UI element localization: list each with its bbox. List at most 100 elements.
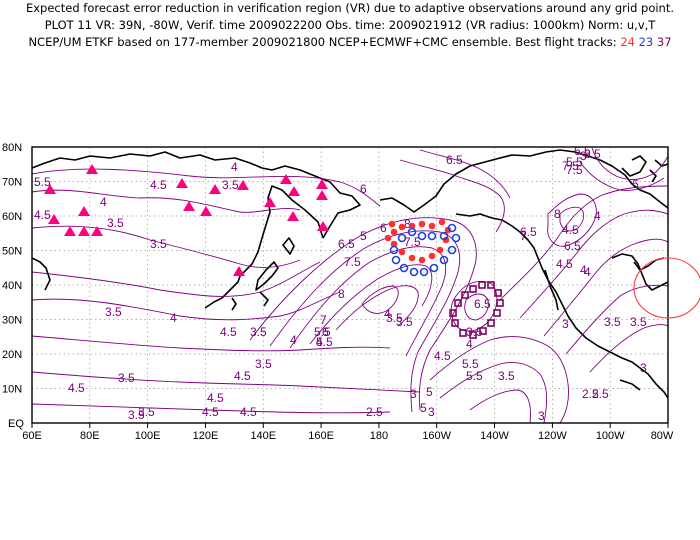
contour-label: 4.5	[68, 381, 85, 395]
contour-label: 4	[231, 160, 238, 174]
track-point	[496, 299, 504, 307]
contour-label: 3	[580, 149, 587, 163]
latitude-labels: 80N 70N 60N 50N 40N 30N 20N 10N EQ	[2, 142, 24, 430]
observation-site-triangles	[44, 164, 329, 276]
triangle-marker	[91, 226, 103, 236]
track-point	[399, 263, 409, 273]
contour-label: 3.5	[396, 315, 413, 329]
contour-label: 6	[632, 177, 639, 191]
triangle-marker	[317, 221, 329, 231]
triangle-marker	[64, 226, 76, 236]
lat-label: EQ	[8, 418, 24, 430]
lat-label: 40N	[2, 280, 22, 292]
lat-label: 50N	[2, 246, 22, 258]
contour-label: 2.5	[582, 387, 599, 401]
triangle-marker	[44, 184, 56, 194]
contour-label: 7.5	[344, 255, 361, 269]
lon-label: 140W	[480, 430, 509, 442]
contour-label: 3	[640, 361, 647, 375]
contour-label: 4.5	[207, 391, 224, 405]
lon-label: 140E	[250, 430, 276, 442]
track-point	[409, 267, 419, 277]
lon-label: 120W	[538, 430, 567, 442]
track-point	[407, 227, 417, 237]
track-point	[444, 226, 452, 234]
track-point	[398, 248, 406, 256]
track-point	[449, 309, 457, 317]
contour-label: 6.5	[446, 153, 463, 167]
track-point	[419, 267, 429, 277]
track-point	[428, 252, 436, 260]
contour-label: 4	[466, 337, 473, 351]
contour-label: 4.5	[234, 369, 251, 383]
lon-label: 100E	[135, 430, 161, 442]
contour-label: 3	[538, 409, 545, 423]
contour-label: 4.5	[240, 405, 257, 419]
track-point	[494, 289, 502, 297]
contour-label: 4.5	[202, 405, 219, 419]
track-point	[493, 309, 501, 317]
track-point	[439, 231, 449, 241]
triangle-marker	[237, 180, 249, 190]
contour-label: 4.5	[220, 325, 237, 339]
contour-label: 7	[520, 229, 527, 243]
title-line-3: NCEP/UM ETKF based on 177-member 2009021…	[0, 34, 700, 51]
contour-label: 4.5	[562, 223, 579, 237]
track-point	[418, 220, 426, 228]
contour-label: 5.5	[566, 155, 583, 169]
track-point	[454, 299, 462, 307]
track-point	[429, 263, 439, 273]
triangle-marker	[287, 211, 299, 221]
triangle-marker	[48, 214, 60, 224]
triangle-marker	[264, 197, 276, 207]
track-point	[451, 319, 459, 327]
contour-label: 3.5	[604, 315, 621, 329]
track-point	[397, 233, 407, 243]
contour-label: 3	[410, 387, 417, 401]
contour-label: 3.5	[498, 369, 515, 383]
contour-label: 4.5	[434, 349, 451, 363]
track-point	[388, 220, 396, 228]
lon-label: 80W	[651, 430, 674, 442]
contour-label: 4	[594, 209, 601, 223]
lat-label: 80N	[2, 142, 22, 154]
contour-label: 2.5	[366, 405, 383, 419]
track-point	[469, 285, 477, 293]
track-point	[428, 222, 436, 230]
contour-label: 7.5	[562, 159, 579, 173]
contour-label: 3.5	[222, 178, 239, 192]
contour-label: 7.5	[404, 235, 421, 249]
contour-label: 6.5	[574, 144, 591, 158]
track-point	[442, 236, 450, 244]
track-point	[408, 222, 416, 230]
map-frame-border	[31, 146, 669, 424]
track-point	[408, 254, 416, 262]
contour-label: 6	[380, 221, 387, 235]
track-point	[447, 223, 457, 233]
contour-label: 4	[384, 307, 391, 321]
triangle-marker	[209, 184, 221, 194]
contour-label: 3.5	[255, 357, 272, 371]
track-point	[384, 234, 392, 242]
contour-label: 4	[584, 265, 591, 279]
track-point	[459, 329, 467, 337]
track-point	[487, 281, 495, 289]
contour-label: 6.5	[338, 237, 355, 251]
coastlines	[32, 149, 668, 399]
track-point	[398, 223, 406, 231]
contour-label: 5.5	[314, 325, 331, 339]
flight-track-24	[384, 218, 452, 264]
contour-label: 3.5	[128, 408, 145, 422]
lon-label: 160W	[422, 430, 451, 442]
triangle-marker	[316, 190, 328, 200]
track-point	[447, 245, 457, 255]
track-point	[417, 231, 427, 241]
contour-label: 8	[338, 287, 345, 301]
contour-label: 4.5	[556, 257, 573, 271]
contour-label: 4.5	[316, 335, 333, 349]
track-point	[390, 228, 398, 236]
lon-label: 120E	[193, 430, 219, 442]
contour-label: 3.5	[386, 311, 403, 325]
track-point	[478, 281, 486, 289]
